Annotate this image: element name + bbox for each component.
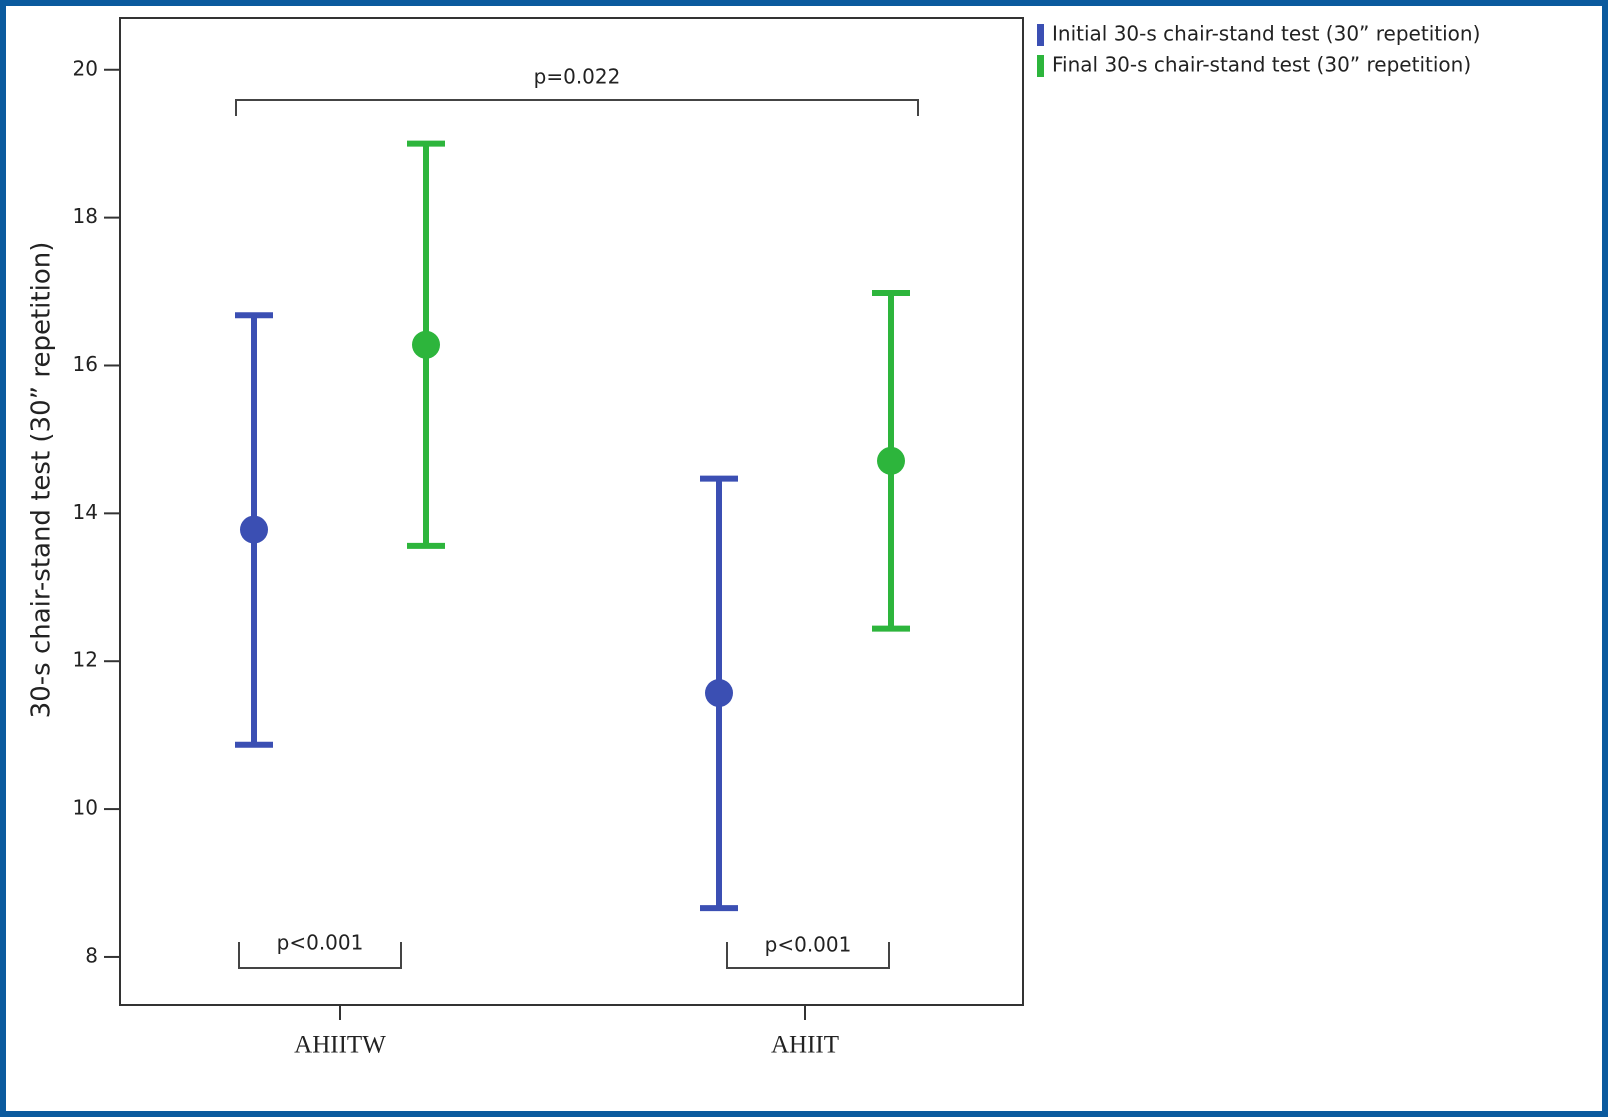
plot-area bbox=[119, 17, 1024, 1006]
y-tick-label: 14 bbox=[73, 500, 98, 524]
legend-swatch bbox=[1037, 24, 1044, 46]
mean-point bbox=[877, 446, 905, 475]
mean-point bbox=[705, 679, 733, 708]
x-tick-label: AHIIT bbox=[771, 1032, 839, 1059]
significance-bracket bbox=[726, 942, 890, 969]
mean-point bbox=[412, 330, 440, 359]
y-tick-label: 20 bbox=[73, 56, 98, 80]
y-tick-label: 12 bbox=[73, 648, 98, 672]
significance-bracket bbox=[238, 942, 402, 969]
legend-label: Final 30-s chair-stand test (30” repetit… bbox=[1052, 53, 1471, 77]
annotation: p=0.022 bbox=[534, 65, 621, 89]
y-tick-label: 8 bbox=[85, 943, 98, 967]
annotation: p<0.001 bbox=[765, 933, 852, 957]
legend-label: Initial 30-s chair-stand test (30” repet… bbox=[1052, 22, 1480, 46]
y-tick-label: 16 bbox=[73, 352, 98, 376]
y-axis-label: 30-s chair-stand test (30” repetition) bbox=[27, 242, 57, 719]
significance-bracket bbox=[235, 99, 919, 116]
mean-point bbox=[240, 515, 268, 544]
legend-swatch bbox=[1037, 55, 1044, 77]
y-tick-label: 18 bbox=[73, 204, 98, 228]
y-tick-label: 10 bbox=[73, 796, 98, 820]
annotation: p<0.001 bbox=[277, 931, 364, 955]
x-tick-label: AHIITW bbox=[294, 1032, 386, 1059]
